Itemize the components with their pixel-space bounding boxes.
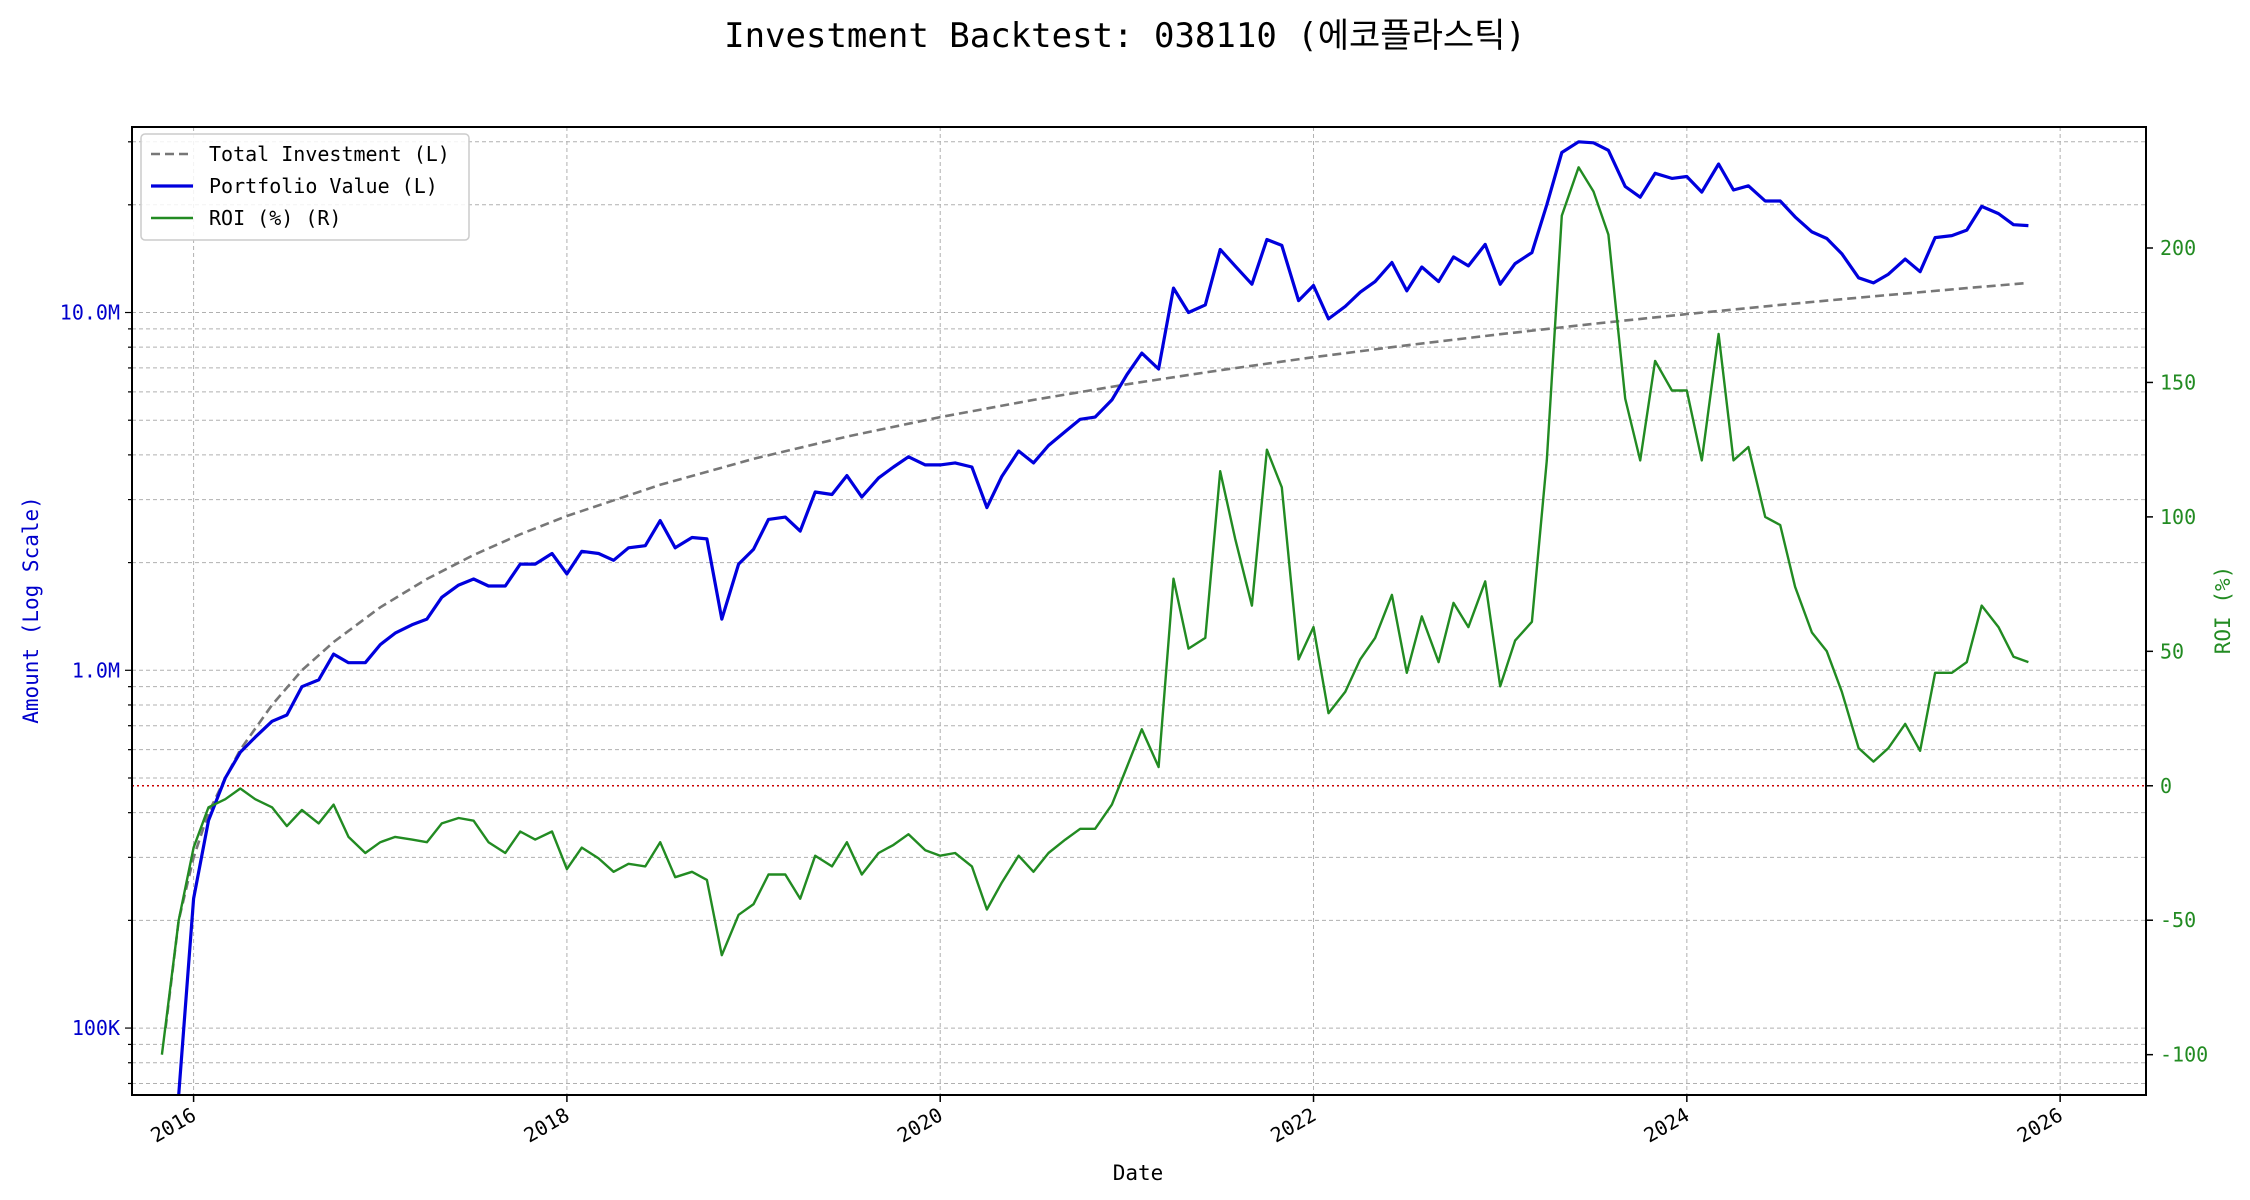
left-y-axis: 100K 1.0M 10.0M xyxy=(60,141,132,1085)
right-tick-label: 150 xyxy=(2160,370,2196,394)
legend-label-2: ROI (%) (R) xyxy=(209,206,341,230)
plot-frame xyxy=(131,126,2147,1096)
right-tick-label: 50 xyxy=(2160,639,2184,663)
right-y-axis: -100 -50 0 50 100 150 200 xyxy=(2146,236,2208,1067)
x-tick-label: 2026 xyxy=(2013,1103,2067,1148)
x-tick-label: 2020 xyxy=(893,1103,947,1148)
x-axis-label: Date xyxy=(1113,1161,1164,1185)
chart-title: Investment Backtest: 038110 (에코플라스틱) xyxy=(724,16,1526,56)
x-axis: 2016 2018 2020 2022 2024 2026 xyxy=(146,1095,2067,1148)
x-tick-label: 2018 xyxy=(520,1103,574,1148)
series-line-2 xyxy=(160,166,2029,1055)
series-line-1 xyxy=(177,140,2029,1096)
left-axis-label: Amount (Log Scale) xyxy=(19,496,43,724)
right-tick-label: 200 xyxy=(2160,236,2196,260)
x-tick-label: 2022 xyxy=(1266,1103,1320,1148)
left-tick-label: 10.0M xyxy=(60,301,120,325)
chart-legend: Total Investment (L) Portfolio Value (L) R… xyxy=(140,133,470,241)
right-tick-label: 0 xyxy=(2160,774,2172,798)
right-tick-label: -100 xyxy=(2160,1043,2208,1067)
x-tick-label: 2016 xyxy=(146,1103,200,1148)
right-tick-label: -50 xyxy=(2160,908,2196,932)
x-tick-label: 2024 xyxy=(1640,1103,1694,1148)
left-tick-label: 100K xyxy=(72,1016,120,1040)
legend-label-1: Portfolio Value (L) xyxy=(209,174,438,198)
legend-label-0: Total Investment (L) xyxy=(209,142,450,166)
right-axis-label: ROI (%) xyxy=(2211,566,2235,655)
left-tick-label: 1.0M xyxy=(72,658,120,682)
legend-box xyxy=(140,133,470,241)
series-line-0 xyxy=(164,281,2029,1029)
right-tick-label: 100 xyxy=(2160,505,2196,529)
series-lines xyxy=(160,140,2029,1096)
